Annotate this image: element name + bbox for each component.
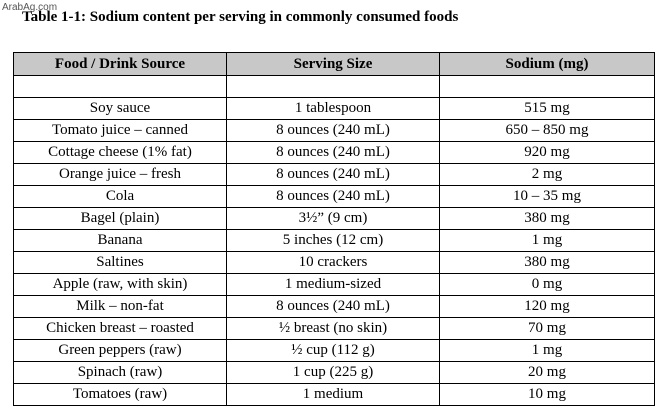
table-row: Cottage cheese (1% fat) 8 ounces (240 mL)… [13,141,655,164]
food-source-cell: Green peppers (raw) [13,339,227,362]
table-row: Tomatoes (raw) 1 medium 10 mg [13,383,655,406]
food-source-cell: Milk – non-fat [13,295,227,318]
serving-size-cell: ½ breast (no skin) [226,317,440,340]
serving-size-cell: 3½” (9 cm) [226,207,440,230]
sodium-cell: 1 mg [439,339,655,362]
table-row: Chicken breast – roasted ½ breast (no ski… [13,317,655,340]
food-source-cell: Saltines [13,251,227,274]
sodium-cell: 10 mg [439,383,655,406]
header-row: Food / Drink Source Serving Size Sodium … [13,52,655,76]
food-source-cell: Banana [13,229,227,252]
sodium-cell: 120 mg [439,295,655,318]
food-source-cell: Bagel (plain) [13,207,227,230]
header-food-source: Food / Drink Source [13,52,227,76]
serving-size-cell: 8 ounces (240 mL) [226,163,440,186]
table-row: Cola 8 ounces (240 mL) 10 – 35 mg [13,185,655,208]
sodium-cell: 0 mg [439,273,655,296]
serving-size-cell: 5 inches (12 cm) [226,229,440,252]
serving-size-cell: 1 medium [226,383,440,406]
table-row: Apple (raw, with skin) 1 medium-sized 0 mg [13,273,655,296]
table-row: Soy sauce 1 tablespoon 515 mg [13,97,655,120]
food-source-cell: Spinach (raw) [13,361,227,384]
empty-spacer-row [13,75,655,98]
table-row: Banana 5 inches (12 cm) 1 mg [13,229,655,252]
table-row: Orange juice – fresh 8 ounces (240 mL) 2 m… [13,163,655,186]
food-source-cell: Apple (raw, with skin) [13,273,227,296]
serving-size-cell: 1 tablespoon [226,97,440,120]
serving-size-cell: 8 ounces (240 mL) [226,185,440,208]
sodium-cell: 515 mg [439,97,655,120]
sodium-cell: 650 – 850 mg [439,119,655,142]
spacer-cell [226,75,440,98]
watermark-text: ArabAg.com [2,2,58,13]
serving-size-cell: 10 crackers [226,251,440,274]
sodium-cell: 380 mg [439,207,655,230]
sodium-cell: 380 mg [439,251,655,274]
sodium-table: Food / Drink Source Serving Size Sodium … [13,52,655,406]
food-source-cell: Chicken breast – roasted [13,317,227,340]
header-serving-size: Serving Size [226,52,440,76]
table-row: Bagel (plain) 3½” (9 cm) 380 mg [13,207,655,230]
sodium-cell: 10 – 35 mg [439,185,655,208]
food-source-cell: Tomato juice – canned [13,119,227,142]
table-row: Tomato juice – canned 8 ounces (240 mL) 65… [13,119,655,142]
header-sodium: Sodium (mg) [439,52,655,76]
food-source-cell: Orange juice – fresh [13,163,227,186]
food-source-cell: Cottage cheese (1% fat) [13,141,227,164]
serving-size-cell: 8 ounces (240 mL) [226,119,440,142]
serving-size-cell: 1 medium-sized [226,273,440,296]
serving-size-cell: 8 ounces (240 mL) [226,295,440,318]
sodium-cell: 2 mg [439,163,655,186]
spacer-cell [439,75,655,98]
table-row: Spinach (raw) 1 cup (225 g) 20 mg [13,361,655,384]
serving-size-cell: ½ cup (112 g) [226,339,440,362]
table-row: Green peppers (raw) ½ cup (112 g) 1 mg [13,339,655,362]
food-source-cell: Soy sauce [13,97,227,120]
table-row: Milk – non-fat 8 ounces (240 mL) 120 mg [13,295,655,318]
serving-size-cell: 8 ounces (240 mL) [226,141,440,164]
table-caption: Table 1-1: Sodium content per serving in… [22,9,459,25]
serving-size-cell: 1 cup (225 g) [226,361,440,384]
food-source-cell: Cola [13,185,227,208]
sodium-cell: 920 mg [439,141,655,164]
sodium-cell: 70 mg [439,317,655,340]
sodium-cell: 1 mg [439,229,655,252]
food-source-cell: Tomatoes (raw) [13,383,227,406]
table-row: Saltines 10 crackers 380 mg [13,251,655,274]
spacer-cell [13,75,227,98]
sodium-cell: 20 mg [439,361,655,384]
